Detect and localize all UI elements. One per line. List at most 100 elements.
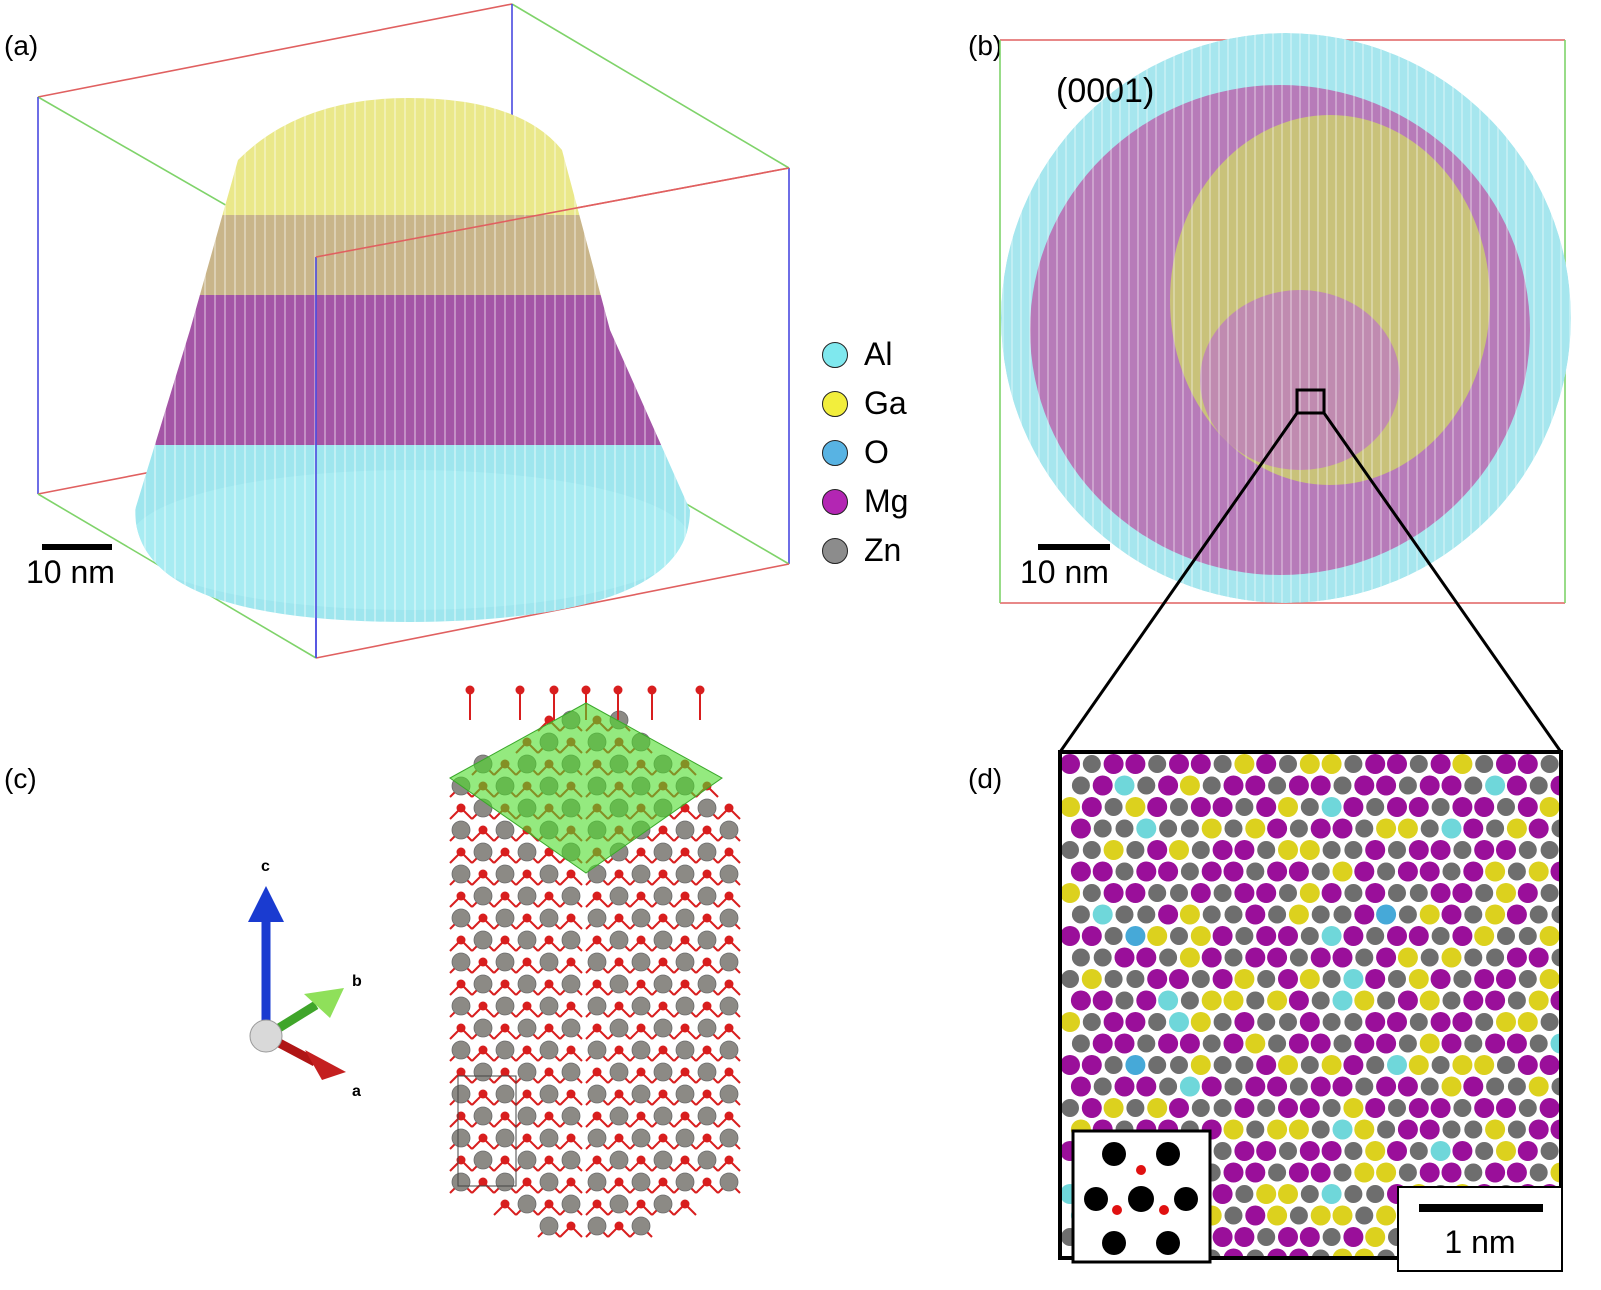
lattice-atom (1464, 1034, 1483, 1053)
o-atom (702, 1177, 712, 1187)
lattice-atom (1257, 1013, 1276, 1031)
zn-atom (539, 864, 559, 884)
zn-atom (631, 1216, 651, 1236)
o-atom (724, 803, 734, 813)
o-atom (647, 685, 657, 695)
lattice-atom (1212, 926, 1233, 946)
lattice-atom (1452, 1012, 1473, 1032)
legend-label-o: O (864, 434, 889, 470)
lattice-atom (1540, 1013, 1559, 1031)
lattice-atom (1311, 862, 1330, 881)
lattice-atom (1322, 970, 1341, 988)
lattice-atom (1278, 840, 1298, 860)
o-atom (724, 847, 734, 857)
lattice-atom (1213, 755, 1232, 773)
lattice-atom (1288, 775, 1309, 796)
lattice-atom (1387, 926, 1407, 946)
lattice-atom (1561, 1141, 1581, 1161)
lattice-atom (1279, 884, 1297, 902)
lattice-atom (1136, 861, 1157, 882)
apt-plane-disc (1001, 33, 1571, 603)
lattice-atom (1365, 840, 1386, 860)
o-atom (566, 957, 576, 967)
lattice-atom (1507, 991, 1526, 1010)
zn-atom (451, 1172, 471, 1192)
lattice-atom (1366, 1185, 1385, 1203)
scalebar-d-label: 1 nm (1444, 1224, 1516, 1260)
legend-label-zn: Zn (864, 532, 902, 568)
lattice-atom (1060, 1012, 1080, 1032)
lattice-atom (1354, 990, 1375, 1011)
lattice-atom (1344, 841, 1363, 859)
lattice-atom (1573, 1121, 1591, 1139)
zn-atom (517, 1194, 537, 1214)
o-atom (614, 869, 624, 879)
zn-atom (587, 1216, 607, 1236)
lattice-atom (1551, 905, 1561, 924)
o-atom (478, 1001, 488, 1011)
lattice-atom (1235, 1056, 1254, 1074)
lattice-atom (1343, 1227, 1364, 1247)
lattice-atom (1278, 1227, 1298, 1247)
lattice-atom (1453, 841, 1472, 859)
zn-atom (517, 930, 537, 950)
lattice-atom (1321, 754, 1342, 774)
scalebar-d: 1 nm (1397, 1186, 1563, 1272)
lattice-atom (1245, 1076, 1266, 1097)
lattice-atom (1376, 775, 1397, 796)
lattice-atom (1234, 883, 1255, 903)
lattice-atom (1093, 1077, 1112, 1096)
lattice-atom (1179, 947, 1200, 968)
lattice-atom (1474, 1055, 1495, 1075)
zn-atom (587, 1040, 607, 1060)
legend-item-mg: Mg (822, 477, 908, 526)
lattice-atom (1419, 904, 1440, 925)
lattice-atom (1419, 1162, 1440, 1183)
lattice-atom (1485, 1033, 1506, 1054)
lattice-atom (1539, 926, 1560, 946)
wurtzite-inset (1071, 1129, 1212, 1264)
o-atom (544, 1155, 554, 1165)
lattice-atom (1299, 883, 1320, 903)
lattice-atom (1224, 948, 1243, 967)
lattice-atom (1092, 1033, 1113, 1054)
lattice-atom (1322, 1099, 1341, 1117)
o-atom (456, 1155, 466, 1165)
lattice-atom (1562, 1056, 1580, 1074)
lattice-atom (1190, 754, 1211, 774)
lattice-atom (1278, 1098, 1298, 1118)
lattice-atom (1496, 754, 1516, 774)
zn-atom (653, 1194, 673, 1214)
o-atom (680, 1199, 690, 1209)
lattice-atom (1529, 776, 1548, 795)
lattice-atom (1170, 1056, 1188, 1074)
lattice-atom (1256, 1055, 1277, 1075)
o-atom (702, 1133, 712, 1143)
lattice-atom (1463, 1076, 1484, 1097)
lattice-atom (1267, 1205, 1288, 1226)
o-atom (680, 979, 690, 989)
lattice-atom (1060, 883, 1080, 903)
lattice-atom (1506, 1033, 1527, 1054)
lattice-atom (1213, 1099, 1232, 1117)
zn-atom (609, 1106, 629, 1126)
lattice-atom (1550, 1033, 1561, 1054)
o-atom (500, 935, 510, 945)
lattice-atom (1179, 904, 1200, 925)
o-atom (456, 979, 466, 989)
lattice-atom (1289, 819, 1308, 838)
lattice-atom (1310, 1205, 1331, 1226)
lattice-atom (1137, 776, 1156, 795)
lattice-atom (1114, 947, 1135, 968)
o-atom (478, 869, 488, 879)
zn-atom (609, 1194, 629, 1214)
lattice-atom (1408, 926, 1429, 946)
o-atom (456, 1111, 466, 1121)
lattice-atom (1475, 755, 1494, 773)
zn-atom (719, 1084, 739, 1104)
zn-atom (473, 930, 493, 950)
o-atom (456, 935, 466, 945)
lattice-atom (1299, 969, 1320, 989)
zoom-region-box (1295, 388, 1326, 415)
lattice-atom (1159, 1077, 1178, 1096)
